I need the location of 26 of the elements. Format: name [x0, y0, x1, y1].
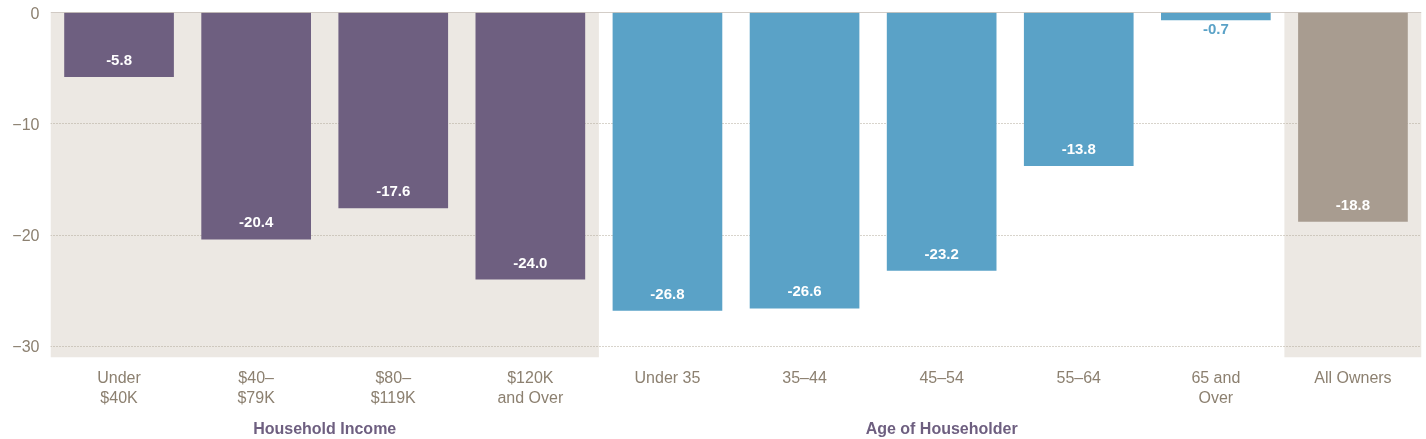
- x-tick-label: $120K and Over: [497, 368, 564, 406]
- x-tick-label: Under $40K: [97, 368, 142, 406]
- y-tick-label: −30: [12, 338, 40, 356]
- data-label: -13.8: [1061, 140, 1096, 158]
- y-tick-label: 0: [30, 4, 40, 22]
- y-tick-label: −10: [12, 115, 40, 133]
- x-tick-label: 35–44: [782, 368, 827, 386]
- data-label: -20.4: [239, 213, 274, 231]
- x-tick-label: $40– $79K: [237, 368, 276, 406]
- x-tick-label: 45–54: [919, 368, 964, 386]
- x-tick-label: $80– $119K: [370, 368, 417, 406]
- data-label: -24.0: [513, 253, 548, 271]
- text: Household Income: [253, 419, 397, 437]
- data-label: -18.8: [1335, 195, 1371, 213]
- data-label: -26.6: [787, 282, 822, 300]
- x-tick-label: Under 35: [634, 368, 701, 386]
- text: Age of Householder: [865, 419, 1018, 437]
- data-label: -23.2: [924, 244, 959, 262]
- x-tick-label: All Owners: [1314, 368, 1392, 386]
- x-tick-label: 65 and Over: [1191, 368, 1241, 406]
- y-tick-label: −20: [12, 227, 40, 245]
- data-label: -0.7: [1202, 19, 1229, 37]
- data-label: -5.8: [106, 50, 132, 68]
- x-tick-label: 55–64: [1056, 368, 1102, 386]
- data-label: -26.8: [650, 284, 685, 302]
- data-label: -17.6: [376, 182, 411, 200]
